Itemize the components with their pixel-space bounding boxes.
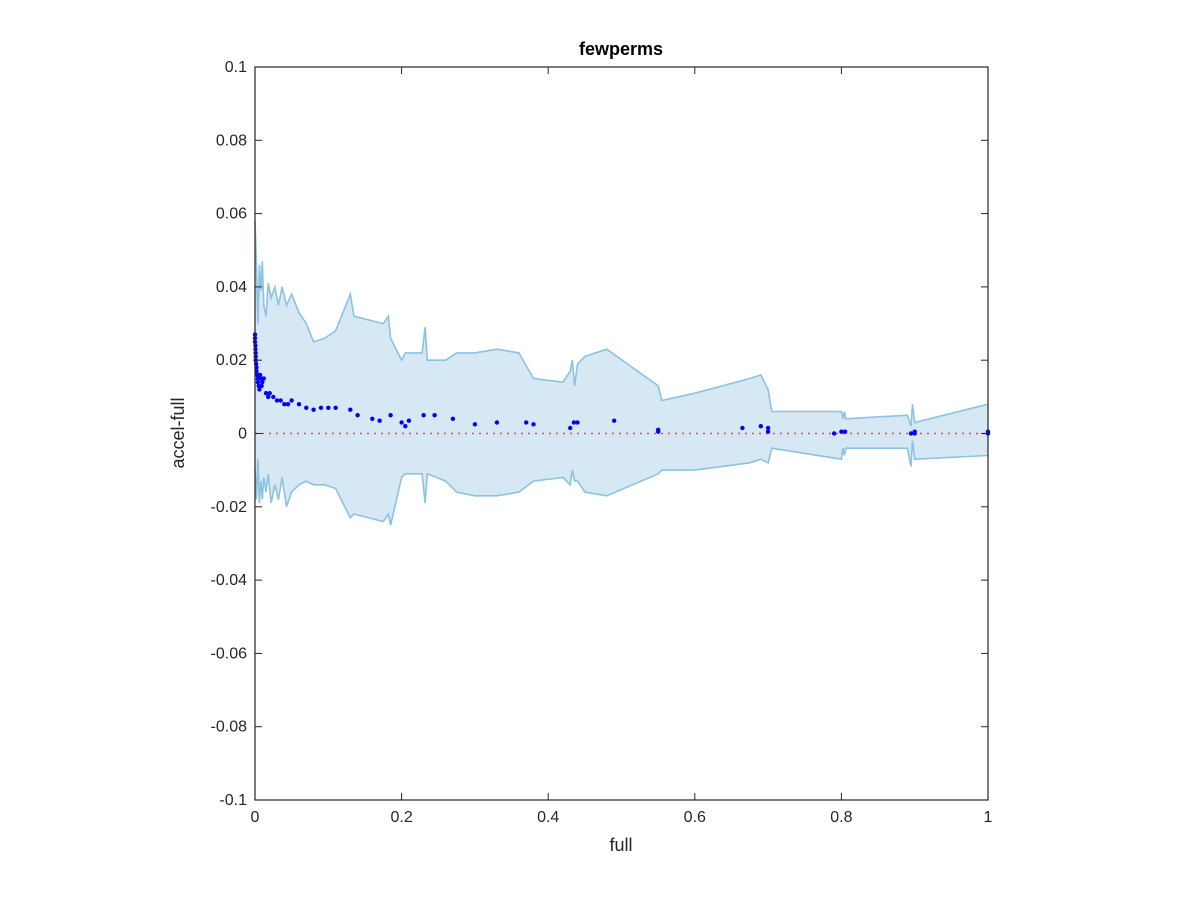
data-point bbox=[758, 424, 763, 429]
data-point bbox=[765, 425, 771, 431]
x-tick-label: 0.8 bbox=[830, 809, 852, 826]
data-point bbox=[355, 413, 360, 418]
data-point bbox=[304, 405, 309, 410]
y-tick-label: 0.04 bbox=[216, 279, 247, 296]
data-point bbox=[388, 413, 393, 418]
data-point bbox=[289, 398, 294, 403]
data-point bbox=[260, 380, 265, 385]
band-lower-edge bbox=[254, 440, 989, 526]
data-point bbox=[656, 429, 661, 434]
x-tick-label: 1 bbox=[984, 809, 993, 826]
x-ticks: 0 0.2 0.4 0.6 0.8 1 bbox=[251, 67, 993, 826]
data-point bbox=[326, 405, 331, 410]
y-tick-label: -0.06 bbox=[211, 645, 248, 662]
x-tick-label: 0.2 bbox=[390, 809, 412, 826]
data-point bbox=[263, 391, 269, 396]
data-point bbox=[421, 413, 426, 418]
data-point bbox=[333, 405, 338, 410]
data-point bbox=[370, 416, 375, 421]
data-point bbox=[406, 418, 412, 423]
y-tick-label: 0.1 bbox=[225, 59, 247, 76]
data-point bbox=[348, 407, 353, 412]
data-point bbox=[472, 422, 478, 427]
data-point bbox=[285, 402, 291, 407]
data-point bbox=[278, 398, 283, 403]
data-point bbox=[261, 376, 266, 381]
data-point bbox=[842, 429, 848, 434]
data-point bbox=[403, 424, 408, 429]
y-tick-label: 0.08 bbox=[216, 132, 247, 149]
data-point bbox=[257, 387, 262, 392]
data-point bbox=[267, 391, 272, 396]
data-point bbox=[524, 420, 529, 425]
data-point bbox=[257, 372, 263, 378]
chart-title: fewperms bbox=[579, 39, 663, 59]
data-point bbox=[318, 405, 324, 410]
y-tick-label: -0.02 bbox=[211, 499, 248, 516]
data-point bbox=[274, 398, 280, 403]
data-point bbox=[271, 394, 276, 400]
data-point bbox=[399, 420, 404, 425]
y-ticks: -0.1 -0.08 -0.06 -0.04 -0.02 0 0.02 0.04 0.06 0.0… bbox=[211, 59, 988, 809]
data-point bbox=[839, 429, 844, 434]
data-point bbox=[571, 420, 577, 425]
band-fill bbox=[255, 220, 988, 526]
data-point bbox=[494, 420, 500, 425]
data-point bbox=[531, 422, 536, 427]
y-tick-label: -0.04 bbox=[211, 572, 248, 589]
data-point bbox=[908, 431, 914, 436]
data-point bbox=[912, 431, 917, 436]
data-point bbox=[311, 407, 316, 412]
y-axis-label: accel-full bbox=[168, 397, 188, 468]
x-tick-label: 0.4 bbox=[537, 809, 559, 826]
y-tick-label: 0.06 bbox=[216, 206, 247, 223]
y-tick-label: -0.1 bbox=[219, 792, 247, 809]
data-point bbox=[377, 418, 382, 423]
data-point bbox=[575, 420, 580, 425]
y-tick-label: 0.02 bbox=[216, 352, 247, 369]
y-tick-label: -0.08 bbox=[211, 719, 248, 736]
band-upper-edge bbox=[254, 220, 989, 427]
data-point bbox=[765, 429, 771, 434]
y-tick-label: 0 bbox=[238, 426, 247, 443]
data-point bbox=[450, 416, 456, 421]
x-tick-label: 0 bbox=[251, 809, 260, 826]
data-point bbox=[612, 418, 617, 423]
data-point bbox=[568, 425, 573, 431]
data-point bbox=[282, 402, 287, 407]
data-point bbox=[432, 413, 437, 418]
data-point bbox=[740, 425, 745, 431]
data-point bbox=[296, 402, 302, 407]
confidence-band bbox=[254, 220, 989, 526]
data-points bbox=[252, 332, 991, 436]
x-axis-label: full bbox=[609, 835, 632, 855]
data-point bbox=[255, 380, 261, 385]
data-point bbox=[259, 383, 264, 389]
x-tick-label: 0.6 bbox=[684, 809, 706, 826]
data-point bbox=[266, 394, 271, 400]
data-point bbox=[831, 431, 837, 436]
